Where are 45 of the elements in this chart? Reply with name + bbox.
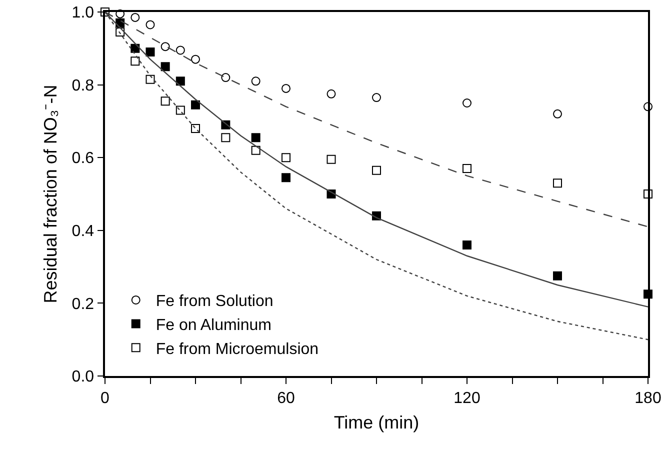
- point: [251, 146, 260, 155]
- point: [160, 96, 170, 106]
- y-tick-label: 0.6: [72, 150, 94, 168]
- point: [326, 89, 336, 98]
- point: [176, 46, 185, 55]
- y-tick-label: 1.0: [72, 4, 94, 22]
- y-tick-label: 0.8: [72, 77, 94, 94]
- point: [553, 109, 562, 118]
- point: [130, 12, 140, 22]
- point: [251, 133, 260, 142]
- legend-label: Fe from Solution: [156, 293, 274, 310]
- point: [251, 76, 260, 86]
- legend-label: Fe from Microemulsion: [156, 340, 319, 358]
- x-tick-label: 120: [454, 390, 480, 407]
- y-tick-label: 0.0: [72, 368, 94, 386]
- point: [372, 93, 381, 102]
- legend-label: Fe on Aluminum: [156, 317, 272, 334]
- point: [221, 133, 230, 142]
- x-tick-label: 180: [634, 390, 662, 407]
- point: [191, 54, 200, 64]
- point: [160, 62, 170, 72]
- point: [553, 178, 562, 188]
- point: [462, 240, 472, 250]
- point: [462, 98, 472, 108]
- point: [160, 42, 170, 52]
- x-tick-label: 60: [277, 390, 295, 407]
- point: [553, 271, 562, 280]
- x-tick-label: 0: [100, 390, 110, 407]
- point: [176, 76, 185, 86]
- y-tick-label: 0.2: [72, 296, 94, 313]
- point: [146, 20, 155, 30]
- point: [282, 84, 290, 93]
- point: [372, 166, 381, 175]
- point: [146, 74, 155, 84]
- y-tick-label: 0.4: [72, 223, 94, 240]
- point: [326, 154, 336, 164]
- y-axis-title: Residual fraction of NO₃⁻-N: [40, 84, 60, 304]
- point: [462, 164, 472, 174]
- point: [282, 153, 290, 162]
- point: [282, 173, 290, 182]
- x-axis-title: Time (min): [334, 412, 420, 433]
- point: [191, 100, 200, 110]
- point: [146, 48, 155, 57]
- point: [130, 56, 140, 66]
- point: [221, 73, 230, 82]
